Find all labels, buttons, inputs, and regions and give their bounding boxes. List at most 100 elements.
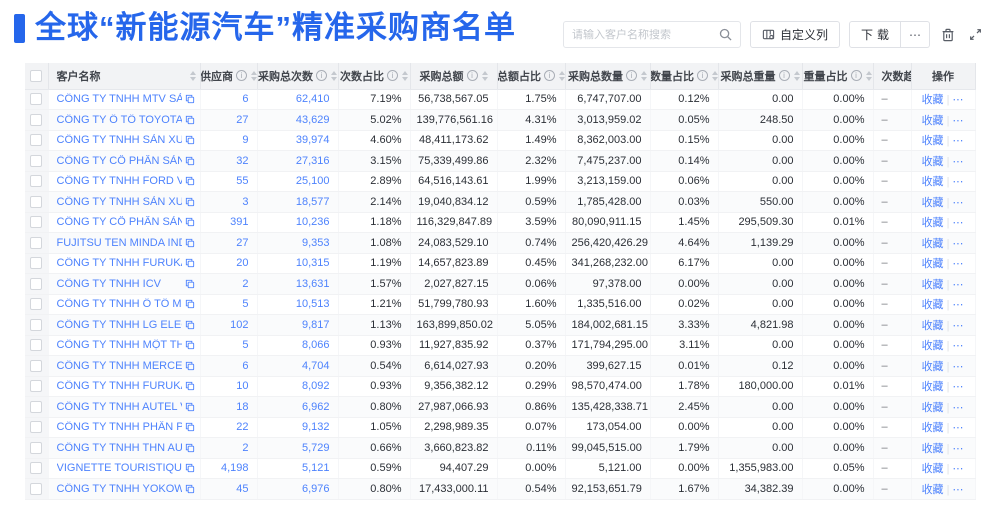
- row-checkbox[interactable]: [30, 421, 43, 434]
- column-header-total_weight[interactable]: 采购总重量 i: [718, 63, 803, 90]
- copy-icon[interactable]: [185, 156, 195, 166]
- favorite-button[interactable]: 收藏: [921, 319, 944, 332]
- row-checkbox[interactable]: [30, 154, 43, 167]
- customer-name-link[interactable]: CÔNG TY TNHH THN AUTOPAR...: [56, 441, 182, 454]
- copy-icon[interactable]: [185, 94, 195, 104]
- row-checkbox[interactable]: [30, 318, 43, 331]
- row-more-button[interactable]: ⋯: [952, 196, 965, 209]
- row-more-button[interactable]: ⋯: [952, 258, 965, 271]
- column-header-name[interactable]: 客户名称: [48, 63, 201, 90]
- copy-icon[interactable]: [185, 135, 195, 145]
- sort-icon[interactable]: [481, 70, 488, 81]
- select-all-checkbox[interactable]: [30, 69, 43, 82]
- copy-icon[interactable]: [185, 320, 195, 330]
- favorite-button[interactable]: 收藏: [921, 360, 944, 373]
- row-more-button[interactable]: ⋯: [952, 340, 965, 353]
- row-checkbox[interactable]: [30, 359, 43, 372]
- row-more-button[interactable]: ⋯: [952, 401, 965, 414]
- row-checkbox[interactable]: [30, 441, 43, 454]
- column-header-count_pct[interactable]: 次数占比 i: [338, 63, 411, 90]
- expand-icon[interactable]: [966, 26, 984, 44]
- row-more-button[interactable]: ⋯: [952, 299, 965, 312]
- row-checkbox[interactable]: [30, 277, 43, 290]
- customer-name-link[interactable]: CÔNG TY TNHH FURUKAWA A...: [56, 257, 182, 270]
- sort-icon[interactable]: [251, 70, 256, 81]
- info-icon[interactable]: i: [697, 70, 708, 82]
- favorite-button[interactable]: 收藏: [921, 176, 944, 189]
- row-checkbox[interactable]: [30, 134, 43, 147]
- row-more-button[interactable]: ⋯: [952, 176, 965, 189]
- column-header-weight_pct[interactable]: 重量占比 i: [802, 63, 874, 90]
- info-icon[interactable]: i: [387, 70, 398, 82]
- favorite-button[interactable]: 收藏: [921, 422, 944, 435]
- customer-name-link[interactable]: CÔNG TY TNHH SẢN XUẤT VÀ ...: [56, 134, 182, 147]
- customer-name-link[interactable]: CÔNG TY TNHH FORD VIỆT NAM: [56, 175, 182, 188]
- info-icon[interactable]: i: [316, 70, 327, 82]
- row-more-button[interactable]: ⋯: [952, 94, 965, 107]
- favorite-button[interactable]: 收藏: [921, 299, 944, 312]
- favorite-button[interactable]: 收藏: [921, 135, 944, 148]
- customer-name-link[interactable]: FUJITSU TEN MINDA INDIA PVT...: [56, 236, 182, 249]
- column-header-supplier[interactable]: 供应商 i: [200, 63, 258, 90]
- favorite-button[interactable]: 收藏: [921, 155, 944, 168]
- sort-icon[interactable]: [559, 70, 564, 81]
- row-more-button[interactable]: ⋯: [952, 463, 965, 476]
- row-more-button[interactable]: ⋯: [952, 381, 965, 394]
- copy-icon[interactable]: [185, 258, 195, 268]
- row-checkbox[interactable]: [30, 380, 43, 393]
- favorite-button[interactable]: 收藏: [921, 340, 944, 353]
- copy-icon[interactable]: [185, 381, 195, 391]
- row-more-button[interactable]: ⋯: [952, 422, 965, 435]
- copy-icon[interactable]: [185, 217, 195, 227]
- info-icon[interactable]: i: [626, 70, 637, 82]
- row-more-button[interactable]: ⋯: [952, 237, 965, 250]
- column-header-total_qty[interactable]: 采购总数量 i: [565, 63, 651, 90]
- row-more-button[interactable]: ⋯: [952, 217, 965, 230]
- download-button[interactable]: 下载: [848, 21, 901, 48]
- favorite-button[interactable]: 收藏: [921, 401, 944, 414]
- favorite-button[interactable]: 收藏: [921, 463, 944, 476]
- info-icon[interactable]: i: [544, 70, 555, 82]
- favorite-button[interactable]: 收藏: [921, 442, 944, 455]
- info-icon[interactable]: i: [778, 70, 790, 82]
- copy-icon[interactable]: [185, 422, 195, 432]
- row-checkbox[interactable]: [30, 175, 43, 188]
- sort-icon[interactable]: [402, 70, 408, 81]
- favorite-button[interactable]: 收藏: [921, 483, 944, 496]
- customer-name-link[interactable]: CÔNG TY TNHH MERCEDES-B...: [56, 359, 182, 372]
- customer-name-link[interactable]: CÔNG TY TNHH ICV: [56, 277, 162, 290]
- customer-name-link[interactable]: CÔNG TY TNHH Ô TÔ MITSUBI...: [56, 298, 182, 311]
- info-icon[interactable]: i: [850, 70, 862, 82]
- copy-icon[interactable]: [185, 299, 195, 309]
- customer-name-link[interactable]: CÔNG TY TNHH FURUKAWA A...: [56, 380, 182, 393]
- favorite-button[interactable]: 收藏: [921, 258, 944, 271]
- row-checkbox[interactable]: [30, 339, 43, 352]
- sort-icon[interactable]: [331, 70, 337, 81]
- more-button[interactable]: ⋯: [901, 21, 930, 48]
- sort-icon[interactable]: [793, 70, 800, 81]
- row-checkbox[interactable]: [30, 236, 43, 249]
- row-checkbox[interactable]: [30, 482, 43, 495]
- copy-icon[interactable]: [185, 340, 195, 350]
- row-more-button[interactable]: ⋯: [952, 442, 965, 455]
- copy-icon[interactable]: [185, 443, 195, 453]
- info-icon[interactable]: i: [236, 70, 247, 82]
- copy-icon[interactable]: [185, 361, 195, 371]
- copy-icon[interactable]: [185, 279, 195, 289]
- row-more-button[interactable]: ⋯: [952, 114, 965, 127]
- row-more-button[interactable]: ⋯: [952, 278, 965, 291]
- row-checkbox[interactable]: [30, 400, 43, 413]
- row-more-button[interactable]: ⋯: [952, 155, 965, 168]
- customer-name-link[interactable]: CÔNG TY Ô TÔ TOYOTA VIỆT ...: [56, 113, 182, 126]
- customer-name-link[interactable]: CÔNG TY TNHH PHÂN PHỐI T...: [56, 421, 182, 434]
- row-more-button[interactable]: ⋯: [952, 319, 965, 332]
- customer-name-link[interactable]: VIGNETTE TOURISTIQUE G UNI...: [56, 462, 182, 475]
- copy-icon[interactable]: [185, 484, 195, 494]
- favorite-button[interactable]: 收藏: [921, 217, 944, 230]
- customize-columns-button[interactable]: 自定义列: [749, 21, 840, 48]
- customer-name-link[interactable]: CÔNG TY TNHH SẢN XUẤT VÀ ...: [56, 195, 182, 208]
- customer-name-link[interactable]: CÔNG TY TNHH MỘT THÀNH V...: [56, 339, 182, 352]
- row-checkbox[interactable]: [30, 298, 43, 311]
- copy-icon[interactable]: [185, 115, 195, 125]
- customer-name-link[interactable]: CÔNG TY CỔ PHẦN SẢN XUẤT...: [56, 154, 182, 167]
